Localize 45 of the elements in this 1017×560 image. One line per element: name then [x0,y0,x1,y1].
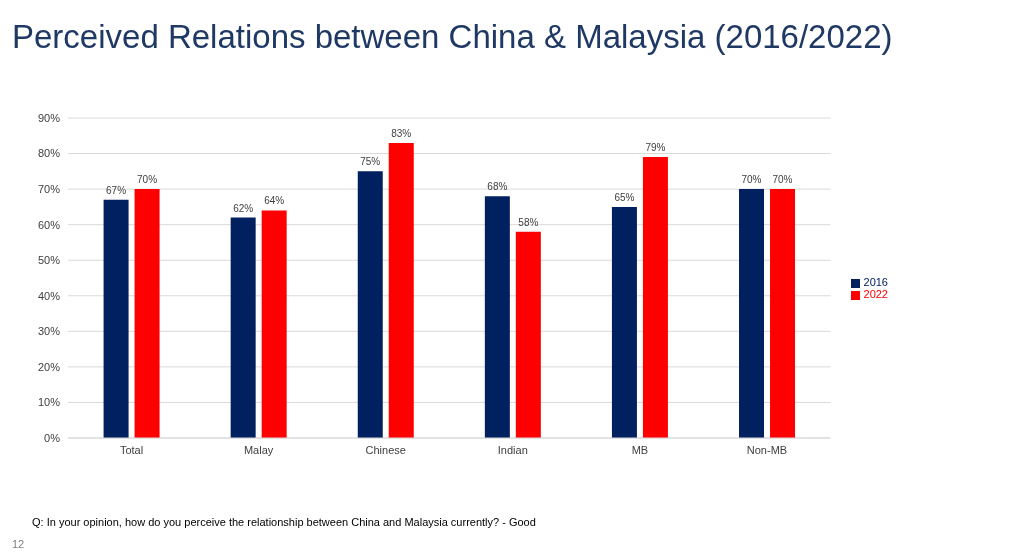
legend-label: 2022 [863,288,888,300]
bar [134,189,160,438]
data-label: 64% [264,195,285,207]
text: 12 [12,538,25,550]
x-tick-label: Total [119,443,144,456]
y-tick-label: 80% [37,147,61,160]
y-tick-label: 0% [44,431,61,444]
bar [261,210,287,438]
y-tick-label: 40% [37,289,61,302]
bar [770,189,796,438]
bar [357,171,383,438]
y-tick-label: 60% [37,218,61,231]
bar [739,189,765,438]
bar [484,196,510,438]
bar [611,206,637,438]
data-label: 68% [487,181,508,193]
x-tick-label: Chinese [365,443,406,456]
data-label: 62% [233,202,254,214]
data-label: 70% [137,174,158,186]
bar [230,217,256,438]
data-label: 67% [106,184,127,196]
y-tick-label: 10% [37,396,61,409]
bar [515,231,541,438]
text: Q: In your opinion, how do you perceive the relationship between China and Malaysia currently? - Good [32,516,536,528]
y-tick-label: 50% [37,254,61,267]
x-tick-label: Non-MB [746,443,788,456]
legend-label: 2016 [863,276,888,288]
y-tick-label: 30% [37,325,61,338]
x-tick-label: MB [631,443,649,456]
y-tick-label: 70% [37,183,61,196]
data-label: 65% [614,191,635,203]
data-label: 83% [391,127,412,139]
y-tick-label: 90% [37,111,61,124]
x-tick-label: Indian [497,443,528,456]
bar [642,157,668,438]
y-tick-label: 20% [37,360,61,373]
data-label: 70% [772,174,793,186]
data-label: 79% [645,142,666,154]
data-label: 58% [518,216,539,228]
bar [388,142,414,438]
x-tick-label: Malay [243,443,274,456]
data-label: 70% [741,174,762,186]
bar [103,199,129,438]
data-label: 75% [360,156,381,168]
chart-title: Perceived Relations between China & Malaysia (2016/2022) [12,18,893,56]
